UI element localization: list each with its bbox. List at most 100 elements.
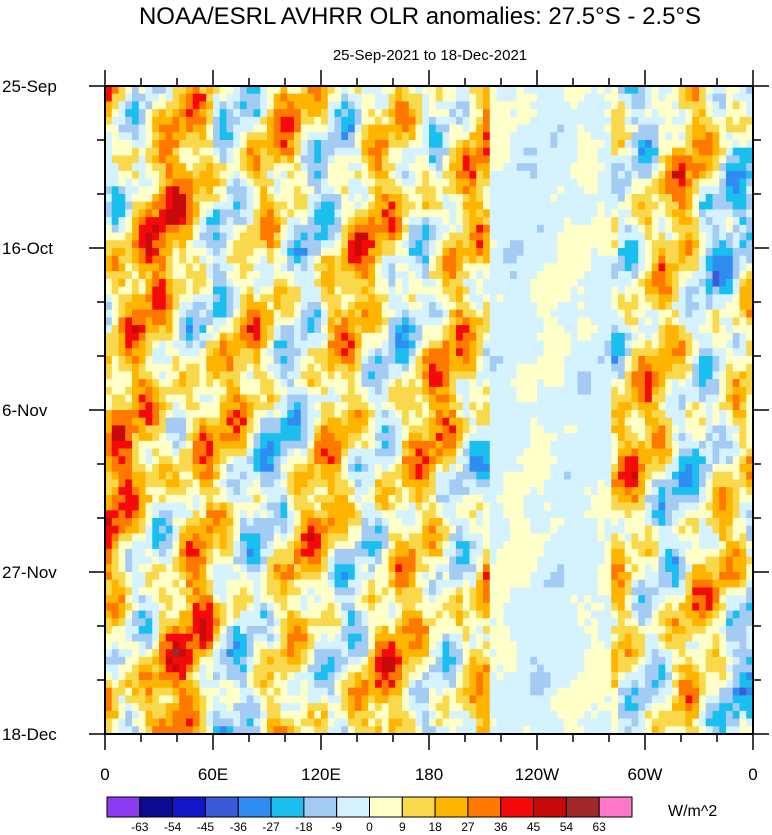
heatmap-cell [368,448,376,457]
heatmap-cell [145,255,153,264]
heatmap-cell [624,425,632,434]
heatmap-cell [408,317,416,326]
heatmap-cell [334,224,342,234]
heatmap-cell [597,109,605,118]
heatmap-cell [375,163,383,172]
heatmap-cell [692,271,700,280]
heatmap-cell [219,109,227,118]
heatmap-cell [361,379,369,388]
heatmap-cell [233,255,241,264]
heatmap-cell [206,109,214,118]
heatmap-cell [597,325,605,334]
heatmap-cell [179,340,187,349]
heatmap-cell [584,440,592,450]
heatmap-cell [179,302,187,311]
heatmap-cell [577,456,585,465]
heatmap-cell [489,140,497,149]
heatmap-cell [375,363,383,372]
heatmap-cell [105,278,113,288]
heatmap-cell [476,433,484,442]
heatmap-cell [192,140,200,149]
heatmap-cell [219,479,227,488]
heatmap-cell [435,186,443,195]
heatmap-cell [206,217,214,226]
heatmap-cell [651,417,659,426]
heatmap-cell [273,178,281,187]
heatmap-cell [118,309,126,318]
heatmap-cell [476,124,484,133]
heatmap-cell [672,402,680,411]
heatmap-cell [138,340,146,349]
heatmap-cell [746,433,754,442]
heatmap-cell [435,402,443,411]
heatmap-cell [240,332,248,342]
heatmap-cell [442,471,450,480]
heatmap-cell [186,394,194,403]
heatmap-cell [577,402,585,411]
heatmap-cell [327,278,335,288]
heatmap-cell [240,132,248,141]
heatmap-cell [314,317,322,326]
heatmap-cell [591,371,599,380]
heatmap-cell [442,217,450,226]
heatmap-cell [152,394,160,403]
heatmap-cell [273,309,281,318]
heatmap-cell [361,86,369,95]
heatmap-cell [476,232,484,241]
heatmap-cell [550,325,558,334]
heatmap-cell [483,456,491,465]
heatmap-cell [105,371,113,380]
heatmap-cell [456,86,464,95]
heatmap-cell [651,317,659,326]
heatmap-cell [557,194,565,203]
heatmap-cell [665,109,673,118]
heatmap-cell [462,232,470,241]
heatmap-cell [125,155,133,164]
heatmap-cell [469,402,477,411]
heatmap-cell [240,356,248,365]
heatmap-cell [672,309,680,318]
heatmap-cell [381,224,389,234]
heatmap-cell [415,278,423,288]
heatmap-cell [672,348,680,357]
heatmap-cell [631,124,639,133]
heatmap-cell [402,132,410,141]
heatmap-cell [584,417,592,426]
heatmap-cell [348,356,356,365]
heatmap-cell [395,379,403,388]
heatmap-cell [206,155,214,164]
heatmap-cell [530,471,538,480]
heatmap-cell [199,240,207,249]
heatmap-cell [523,356,531,365]
heatmap-cell [726,178,734,187]
heatmap-cell [361,132,369,141]
heatmap-cell [138,433,146,442]
heatmap-cell [510,448,518,457]
heatmap-cell [435,101,443,110]
heatmap-cell [665,402,673,411]
heatmap-cell [402,371,410,380]
heatmap-cell [645,170,653,180]
heatmap-cell [368,302,376,311]
heatmap-cell [307,132,315,141]
heatmap-cell [361,255,369,264]
heatmap-cell [564,163,572,172]
heatmap-cell [550,440,558,450]
heatmap-cell [672,379,680,388]
heatmap-cell [321,417,329,426]
heatmap-cell [483,410,491,419]
heatmap-cell [638,194,646,203]
heatmap-cell [354,402,362,411]
heatmap-cell [503,448,511,457]
heatmap-cell [213,155,221,164]
heatmap-cell [321,471,329,480]
heatmap-cell [172,425,180,434]
heatmap-cell [334,394,342,403]
heatmap-cell [665,348,673,357]
heatmap-cell [388,109,396,118]
heatmap-cell [375,471,383,480]
heatmap-cell [435,479,443,488]
heatmap-cell [132,109,140,118]
heatmap-cell [125,201,133,210]
heatmap-cell [462,325,470,334]
